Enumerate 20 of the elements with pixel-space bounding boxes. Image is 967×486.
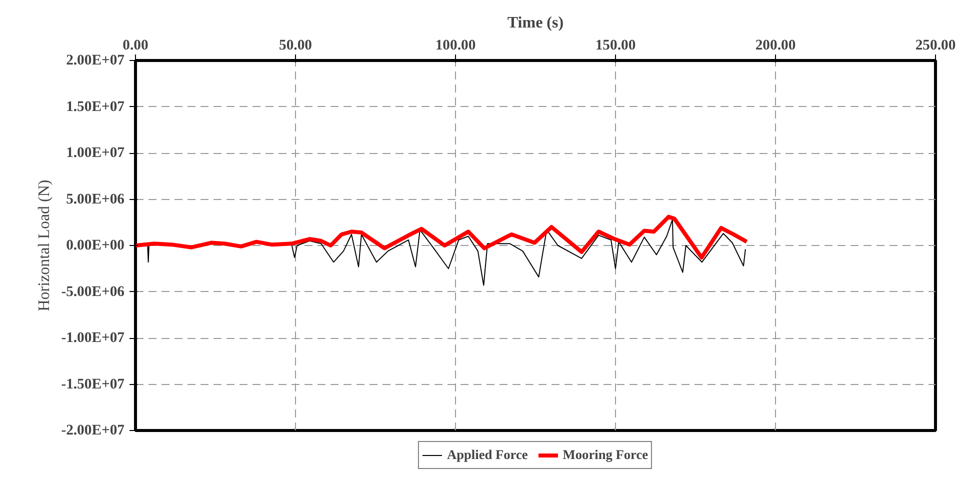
y-axis-title: Horizontal Load (N) — [36, 180, 54, 312]
x-tick-label: 150.00 — [595, 38, 636, 54]
line-series — [136, 214, 749, 260]
y-tick-label: 1.50E+07 — [66, 98, 125, 115]
x-axis-title: Time (s) — [507, 14, 564, 32]
y-tick-label: 1.00E+07 — [66, 145, 125, 161]
x-tick-label: 0.00 — [122, 38, 148, 54]
y-tick-label: -1.00E+07 — [61, 330, 124, 346]
x-tick-label: 100.00 — [435, 38, 476, 54]
y-tick-label: 2.00E+07 — [66, 52, 125, 68]
x-tick-label: 200.00 — [755, 38, 796, 54]
y-tick-label: -5.00E+06 — [61, 284, 124, 300]
legend-label: Mooring Force — [562, 447, 648, 463]
y-tick-label: -1.50E+07 — [61, 376, 124, 392]
legend-label: Applied Force — [446, 447, 528, 463]
y-tick-label: 5.00E+06 — [66, 191, 125, 208]
x-tick-label: 250.00 — [915, 38, 956, 54]
y-tick-label: 0.00E+00 — [66, 238, 125, 254]
x-tick-label: 50.00 — [279, 38, 312, 54]
y-tick-label: -2.00E+07 — [61, 422, 124, 438]
